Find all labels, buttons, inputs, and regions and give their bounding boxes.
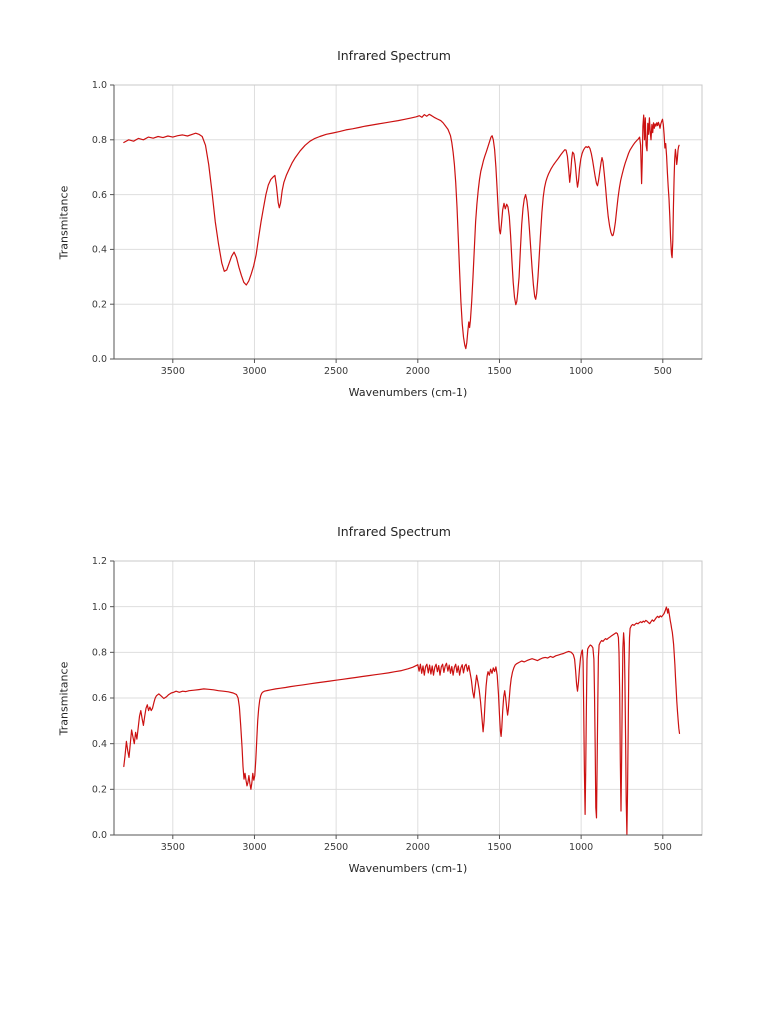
svg-text:3000: 3000 [242, 366, 266, 377]
svg-text:3500: 3500 [161, 366, 185, 377]
svg-text:2500: 2500 [324, 842, 348, 853]
svg-text:0.6: 0.6 [92, 693, 107, 704]
svg-text:3500: 3500 [161, 842, 185, 853]
ir-spectrum-chart-1: Infrared Spectrum Transmitance 3500 3000 2… [54, 48, 714, 399]
chart-title: Infrared Spectrum [337, 48, 451, 63]
svg-text:1.0: 1.0 [92, 80, 107, 91]
svg-text:0.2: 0.2 [92, 785, 107, 796]
svg-text:0.0: 0.0 [92, 830, 107, 841]
svg-text:1500: 1500 [487, 366, 511, 377]
svg-text:0.2: 0.2 [92, 299, 107, 310]
x-axis-label: Wavenumbers (cm-1) [348, 862, 468, 875]
chart-title: Infrared Spectrum [337, 524, 451, 539]
y-axis-label: Transmitance [54, 553, 74, 861]
svg-text:2000: 2000 [406, 842, 430, 853]
svg-text:500: 500 [654, 842, 672, 853]
svg-text:0.4: 0.4 [92, 245, 107, 256]
svg-text:1000: 1000 [569, 842, 593, 853]
svg-text:1500: 1500 [487, 842, 511, 853]
svg-text:1.2: 1.2 [92, 556, 107, 567]
svg-text:1.0: 1.0 [92, 602, 107, 613]
svg-text:0.8: 0.8 [92, 648, 107, 659]
y-axis-label-text: Transmitance [57, 661, 71, 735]
spectrum-plot-1: 3500 3000 2500 2000 1500 1000 500 0.0 0.2 0.4 0.6 0… [92, 80, 703, 377]
svg-text:500: 500 [654, 366, 672, 377]
spectrum-plot-2: 3500 3000 2500 2000 1500 1000 500 0.0 0.2 0.4 0.6 0… [92, 556, 703, 853]
chart-plot-area-wrapper: Transmitance 3500 3000 2500 2000 1500 1000 500… [54, 553, 714, 861]
svg-text:2000: 2000 [406, 366, 430, 377]
svg-text:1000: 1000 [569, 366, 593, 377]
y-axis-label-text: Transmitance [57, 185, 71, 259]
svg-text:3000: 3000 [242, 842, 266, 853]
ir-spectrum-chart-2: Infrared Spectrum Transmitance 3500 3000 2… [54, 524, 714, 875]
svg-text:0.4: 0.4 [92, 739, 107, 750]
svg-text:0.8: 0.8 [92, 135, 107, 146]
svg-text:2500: 2500 [324, 366, 348, 377]
svg-text:0.6: 0.6 [92, 190, 107, 201]
x-axis-label: Wavenumbers (cm-1) [348, 386, 468, 399]
svg-text:0.0: 0.0 [92, 354, 107, 365]
y-axis-label: Transmitance [54, 77, 74, 385]
chart-plot-area-wrapper: Transmitance 3500 3000 2500 2000 1500 1000 500… [54, 77, 714, 385]
